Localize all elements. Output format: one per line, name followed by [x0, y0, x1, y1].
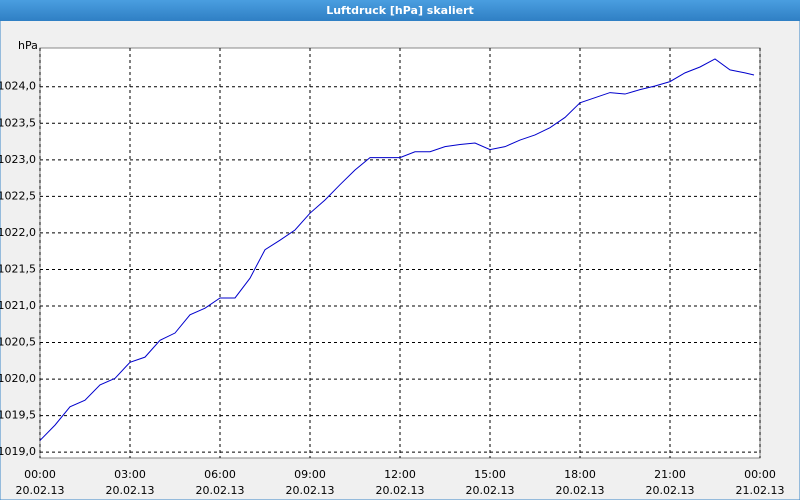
- y-tick-label: 1020,0: [0, 372, 36, 385]
- x-tick-label: 00:00: [744, 468, 776, 481]
- x-tick-date: 20.02.13: [466, 484, 515, 497]
- x-tick-date: 20.02.13: [556, 484, 605, 497]
- x-tick-date: 21.02.13: [736, 484, 785, 497]
- y-tick-label: 1024,0: [0, 80, 36, 93]
- x-tick-label: 00:00: [24, 468, 56, 481]
- title-bar: [0, 0, 800, 21]
- chart-title: Luftdruck [hPa] skaliert: [326, 4, 474, 17]
- y-tick-label: 1021,5: [0, 262, 36, 275]
- x-tick-date: 20.02.13: [646, 484, 695, 497]
- y-tick-label: 1023,5: [0, 116, 36, 129]
- y-tick-label: 1019,0: [0, 445, 36, 458]
- y-tick-label: 1019,5: [0, 409, 36, 422]
- x-tick-date: 20.02.13: [196, 484, 245, 497]
- y-tick-label: 1022,5: [0, 189, 36, 202]
- x-tick-label: 15:00: [474, 468, 506, 481]
- y-axis-label: hPa: [18, 39, 38, 52]
- y-tick-label: 1023,0: [0, 153, 36, 166]
- x-tick-date: 20.02.13: [286, 484, 335, 497]
- y-tick-label: 1022,0: [0, 226, 36, 239]
- y-tick-label: 1020,5: [0, 336, 36, 349]
- x-tick-date: 20.02.13: [376, 484, 425, 497]
- x-tick-label: 09:00: [294, 468, 326, 481]
- x-tick-label: 21:00: [654, 468, 686, 481]
- x-tick-date: 20.02.13: [106, 484, 155, 497]
- x-tick-label: 18:00: [564, 468, 596, 481]
- x-tick-date: 20.02.13: [16, 484, 65, 497]
- x-tick-label: 03:00: [114, 468, 146, 481]
- x-tick-label: 12:00: [384, 468, 416, 481]
- data-line: [39, 58, 755, 441]
- y-tick-label: 1021,0: [0, 299, 36, 312]
- x-tick-label: 06:00: [204, 468, 236, 481]
